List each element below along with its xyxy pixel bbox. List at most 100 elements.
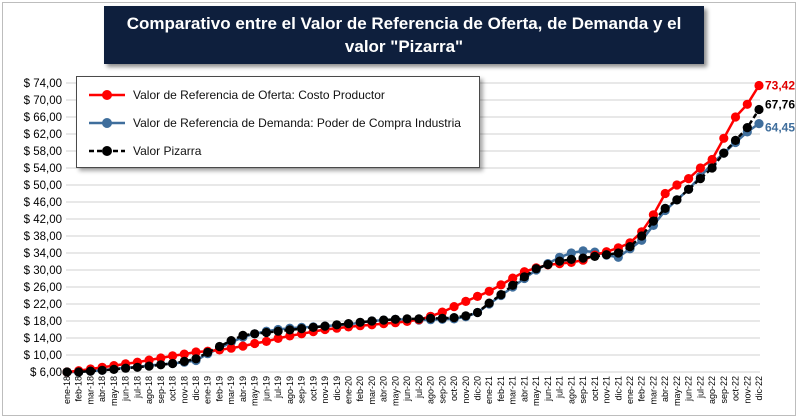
data-point (695, 163, 706, 173)
data-point (684, 174, 694, 184)
data-point (707, 154, 717, 165)
data-point (191, 347, 201, 357)
data-point (226, 336, 236, 346)
data-point (250, 338, 260, 349)
data-point (519, 272, 530, 282)
legend-item-oferta: Valor de Referencia de Oferta: Costo Pro… (87, 85, 385, 105)
data-point (672, 195, 682, 205)
data-point (285, 325, 295, 335)
data-point (707, 163, 717, 173)
x-tick-label: may-18 (109, 376, 119, 406)
x-tick-label: ene-22 (625, 376, 635, 404)
data-point (426, 313, 436, 323)
data-point (660, 203, 670, 213)
data-point (121, 363, 131, 373)
data-point (449, 313, 459, 323)
data-point (144, 361, 154, 371)
data-point (297, 324, 307, 334)
chart-legend: Valor de Referencia de Oferta: Costo Pro… (76, 76, 480, 168)
y-tick-label: $ 30,00 (24, 265, 62, 277)
x-tick-label: abr-20 (379, 376, 389, 402)
x-tick-label: sep-22 (719, 376, 729, 404)
data-point (754, 104, 764, 115)
data-point (156, 353, 166, 363)
x-tick-label: abr-21 (519, 376, 529, 402)
data-point (85, 366, 96, 376)
chart-title: Comparativo entre el Valor de Referencia… (104, 6, 704, 64)
data-point (168, 358, 178, 369)
y-tick-label: $ 18,00 (24, 316, 62, 328)
x-tick-label: jul-19 (273, 376, 283, 399)
x-tick-label: jun-20 (402, 376, 412, 402)
data-point (273, 333, 283, 343)
x-tick-label: jul-22 (695, 376, 705, 399)
data-point (379, 315, 389, 325)
data-point (97, 365, 107, 375)
data-point (238, 341, 248, 351)
data-point (543, 259, 553, 270)
data-point (660, 188, 670, 199)
x-tick-label: feb-20 (355, 376, 365, 402)
x-tick-label: jul-20 (414, 376, 424, 399)
y-tick-label: $ 10,00 (24, 350, 62, 362)
x-tick-label: mar-18 (85, 376, 95, 405)
y-tick-label: $ 42,00 (24, 214, 62, 226)
data-point (355, 317, 365, 327)
series-pizarra (62, 104, 764, 377)
x-tick-label: oct-20 (449, 376, 459, 401)
x-tick-label: sep-20 (437, 376, 447, 404)
x-tick-label: jun-21 (543, 376, 553, 402)
legend-swatch-demanda (87, 113, 127, 133)
data-point (238, 330, 248, 340)
x-tick-label: may-22 (672, 376, 682, 406)
data-point (179, 356, 189, 366)
data-point (214, 341, 225, 352)
data-point (168, 351, 178, 361)
x-tick-label: mar-22 (648, 376, 658, 405)
data-point (531, 264, 541, 274)
data-point (414, 314, 424, 324)
data-point (566, 254, 576, 264)
data-point (109, 364, 119, 374)
data-point (62, 367, 72, 377)
x-tick-label: sep-21 (578, 376, 588, 404)
data-point (226, 343, 236, 353)
x-tick-label: oct-21 (590, 376, 600, 401)
x-tick-label: feb-21 (496, 376, 506, 402)
data-point (390, 314, 400, 324)
data-point (273, 326, 283, 336)
data-point (742, 123, 752, 133)
x-tick-label: may-21 (531, 376, 541, 406)
x-tick-label: jul-18 (132, 376, 142, 399)
data-point (578, 253, 588, 263)
data-point (754, 80, 764, 91)
y-tick-label: $ 34,00 (24, 248, 62, 260)
x-tick-label: jun-22 (684, 376, 694, 402)
x-tick-label: ago-22 (707, 376, 717, 404)
data-point (484, 286, 494, 296)
data-point (261, 327, 271, 338)
x-tick-label: mar-21 (508, 376, 518, 405)
data-point (461, 296, 471, 306)
y-tick-label: $ 66,00 (24, 112, 62, 124)
y-tick-label: $ 50,00 (24, 180, 62, 192)
data-point (156, 360, 166, 370)
end-value-label: 67,76 (765, 98, 795, 112)
x-tick-label: dic-18 (191, 376, 201, 401)
x-tick-label: feb-18 (74, 376, 84, 402)
data-point (402, 314, 412, 324)
y-tick-label: $ 26,00 (24, 282, 62, 294)
legend-label-oferta: Valor de Referencia de Oferta: Costo Pro… (133, 88, 385, 102)
x-tick-label: abr-22 (660, 376, 670, 402)
data-point (461, 311, 471, 321)
data-point (496, 290, 506, 300)
data-point (684, 184, 694, 194)
x-tick-label: ago-21 (566, 376, 576, 404)
x-tick-label: feb-19 (214, 376, 224, 402)
x-tick-label: ene-19 (203, 376, 213, 404)
x-tick-label: ene-18 (62, 376, 72, 404)
data-point (449, 302, 459, 312)
y-tick-label: $ 70,00 (24, 95, 62, 107)
data-point (730, 135, 741, 145)
